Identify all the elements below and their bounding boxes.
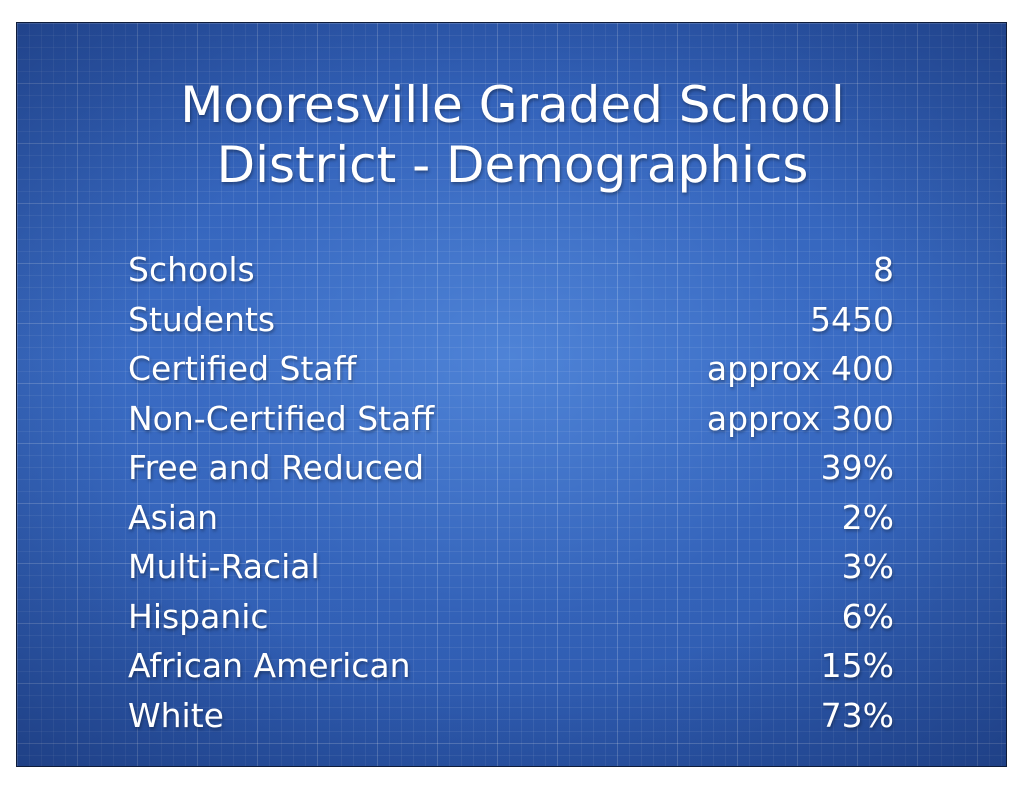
blueprint-grid-major: [17, 23, 1006, 766]
demographics-row-free-and-reduced: Free and Reduced 39%: [128, 443, 894, 493]
slide-title: Mooresville Graded School District - Dem…: [17, 75, 1006, 195]
demographics-list: Schools 8 Students 5450 Certified Staff …: [128, 245, 894, 740]
row-value: 6%: [841, 596, 894, 636]
slide-title-line-1: Mooresville Graded School: [180, 76, 845, 134]
demographics-row-schools: Schools 8: [128, 245, 894, 295]
demographics-row-certified-staff: Certified Staff approx 400: [128, 344, 894, 394]
slide-title-line-2: District - Demographics: [216, 136, 809, 194]
demographics-row-hispanic: Hispanic 6%: [128, 592, 894, 642]
demographics-row-students: Students 5450: [128, 295, 894, 345]
demographics-row-white: White 73%: [128, 691, 894, 741]
row-label: Hispanic: [128, 596, 269, 636]
row-label: White: [128, 695, 224, 735]
row-label: African American: [128, 646, 411, 685]
row-label: Free and Reduced: [128, 448, 425, 487]
demographics-row-multi-racial: Multi-Racial 3%: [128, 542, 894, 592]
row-value: approx 400: [706, 349, 894, 388]
row-value: 15%: [820, 646, 894, 685]
row-value: approx 300: [706, 398, 894, 438]
blueprint-grid-minor: [17, 23, 1006, 766]
row-label: Students: [128, 299, 276, 339]
demographics-row-non-certified-staff: Non-Certified Staff approx 300: [128, 394, 894, 444]
demographics-row-african-american: African American 15%: [128, 641, 894, 691]
demographics-row-asian: Asian 2%: [128, 493, 894, 543]
row-value: 5450: [810, 299, 894, 339]
row-label: Non-Certified Staff: [128, 398, 435, 438]
row-label: Asian: [128, 497, 219, 537]
row-value: 39%: [820, 448, 894, 487]
slide: Mooresville Graded School District - Dem…: [16, 22, 1007, 767]
row-value: 8: [873, 250, 894, 289]
background-vignette: [17, 23, 1006, 766]
row-value: 3%: [841, 547, 894, 586]
row-label: Certified Staff: [128, 349, 357, 388]
row-label: Multi-Racial: [128, 547, 320, 586]
row-label: Schools: [128, 250, 255, 289]
row-value: 2%: [841, 497, 894, 537]
row-value: 73%: [820, 695, 894, 735]
